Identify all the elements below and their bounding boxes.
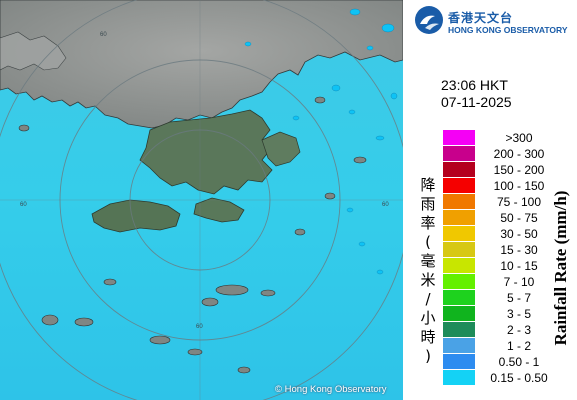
legend-row: 150 - 200 xyxy=(443,162,573,178)
legend-row: 50 - 75 xyxy=(443,210,573,226)
legend-title-chinese: 降雨率(毫米 / 小時) xyxy=(417,176,439,366)
rain-echoes xyxy=(244,8,398,275)
legend-row: 3 - 5 xyxy=(443,306,573,322)
new-territories-land xyxy=(139,109,273,195)
hko-emblem-icon xyxy=(415,6,443,34)
legend-label: 0.50 - 1 xyxy=(498,355,540,369)
ring-label: 60 xyxy=(196,324,203,330)
observation-time: 23:06 HKT xyxy=(441,77,508,93)
logo-english-text: HONG KONG OBSERVATORY xyxy=(448,25,568,35)
hko-logo[interactable]: 香港天文台 HONG KONG OBSERVATORY xyxy=(415,6,575,38)
legend-title-chinese-char: ( xyxy=(425,233,431,251)
ring-label: 60 xyxy=(20,202,27,208)
legend-title-chinese-char: 率 xyxy=(420,214,436,232)
legend-swatch xyxy=(443,162,475,177)
legend-swatch xyxy=(443,178,475,193)
range-spokes xyxy=(0,0,403,400)
legend-row: 30 - 50 xyxy=(443,226,573,242)
legend-row: 100 - 150 xyxy=(443,178,573,194)
legend-label: 5 - 7 xyxy=(506,291,531,305)
legend-row: >300 xyxy=(443,130,573,146)
legend-row: 5 - 7 xyxy=(443,290,573,306)
legend-swatch xyxy=(443,258,475,273)
legend-label: 10 - 15 xyxy=(500,259,538,273)
legend-label: 1 - 2 xyxy=(506,339,531,353)
legend-title-chinese-char: ) xyxy=(425,347,431,365)
legend-label: 100 - 150 xyxy=(493,179,545,193)
legend-label: >300 xyxy=(505,131,533,145)
legend-title-chinese-char: 小 xyxy=(420,309,436,327)
copyright-text: © Hong Kong Observatory xyxy=(275,384,387,395)
legend-title-chinese-char: 米 xyxy=(420,271,436,289)
legend-swatch xyxy=(443,370,475,385)
radar-map[interactable]: 60 60 60 60 © Hong Kong Observatory xyxy=(0,0,403,400)
legend-label: 2 - 3 xyxy=(506,323,531,337)
legend-title-chinese-char: 時 xyxy=(420,328,436,346)
outlying-islands xyxy=(18,96,367,374)
legend-title-chinese-char: / xyxy=(425,290,431,308)
radar-map-canvas: 60 60 60 60 xyxy=(0,0,403,400)
legend-row: 7 - 10 xyxy=(443,274,573,290)
mainland-land xyxy=(0,0,403,129)
legend-label: 0.15 - 0.50 xyxy=(490,371,548,385)
legend-title-chinese-char: 雨 xyxy=(420,195,436,213)
legend-row: 10 - 15 xyxy=(443,258,573,274)
legend-row: 200 - 300 xyxy=(443,146,573,162)
legend-title-english: Rainfall Rate (mm/h) xyxy=(551,190,570,346)
legend-swatch xyxy=(443,338,475,353)
legend-title-chinese-char: 降 xyxy=(420,176,436,194)
legend-label: 75 - 100 xyxy=(496,195,542,209)
legend-title-chinese-char: 毫 xyxy=(420,252,436,270)
legend-row: 75 - 100 xyxy=(443,194,573,210)
legend-swatch xyxy=(443,194,475,209)
legend-row: 0.50 - 1 xyxy=(443,354,573,370)
legend-swatch xyxy=(443,146,475,161)
legend-label: 15 - 30 xyxy=(500,243,538,257)
hk-island-land xyxy=(193,197,245,223)
legend-swatch xyxy=(443,354,475,369)
observation-date: 07-11-2025 xyxy=(441,94,512,110)
legend-label: 30 - 50 xyxy=(500,227,538,241)
legend-swatch xyxy=(443,274,475,289)
sai-kung-land xyxy=(261,131,301,167)
legend-title-english-wrap: Rainfall Rate (mm/h) xyxy=(550,178,572,358)
ring-label: 60 xyxy=(100,32,107,38)
legend-row: 1 - 2 xyxy=(443,338,573,354)
ring-label: 60 xyxy=(382,202,389,208)
logo-chinese-text: 香港天文台 xyxy=(448,11,514,25)
legend-swatch xyxy=(443,130,475,145)
legend-row: 2 - 3 xyxy=(443,322,573,338)
legend-swatch xyxy=(443,242,475,257)
west-coast-land xyxy=(0,31,67,71)
legend-swatch xyxy=(443,226,475,241)
legend-label: 7 - 10 xyxy=(503,275,535,289)
legend-swatch xyxy=(443,210,475,225)
info-panel: 香港天文台 HONG KONG OBSERVATORY 23:06 HKT 07… xyxy=(403,0,577,400)
range-ring-labels: 60 60 60 60 xyxy=(20,32,389,330)
legend-label: 150 - 200 xyxy=(493,163,545,177)
legend-label: 3 - 5 xyxy=(506,307,531,321)
legend-swatch xyxy=(443,290,475,305)
legend-label: 200 - 300 xyxy=(493,147,545,161)
legend-swatch xyxy=(443,306,475,321)
legend-row: 15 - 30 xyxy=(443,242,573,258)
legend-label: 50 - 75 xyxy=(500,211,538,225)
legend-row: 0.15 - 0.50 xyxy=(443,370,573,386)
legend-swatch xyxy=(443,322,475,337)
